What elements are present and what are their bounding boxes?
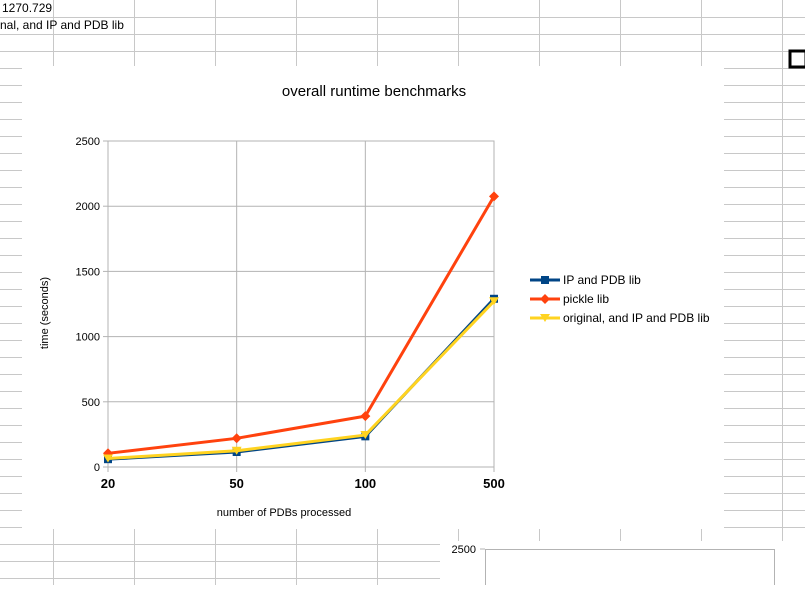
y-axis-label: time (seconds) — [39, 277, 51, 349]
data-point — [360, 411, 371, 422]
data-point — [103, 454, 113, 463]
second-chart-y-tick: 2500 — [452, 544, 476, 556]
legend-marker — [541, 276, 549, 284]
data-point — [231, 433, 242, 444]
x-axis-label: number of PDBs processed — [217, 507, 352, 519]
legend-item: pickle lib — [530, 292, 609, 306]
y-tick-label: 500 — [82, 397, 100, 409]
legend-label: IP and PDB lib — [563, 273, 641, 287]
legend-label: pickle lib — [563, 292, 609, 306]
data-point — [231, 446, 242, 455]
series-line — [107, 297, 496, 461]
x-tick-label: 20 — [101, 476, 115, 491]
x-tick-label: 500 — [483, 476, 505, 491]
second-chart-panel[interactable]: 2500 — [440, 541, 805, 590]
data-point — [489, 191, 499, 202]
legend-item: IP and PDB lib — [530, 273, 641, 287]
x-tick-label: 50 — [229, 476, 243, 491]
series-line — [107, 195, 496, 455]
y-tick-label: 2500 — [76, 136, 100, 148]
y-tick-label: 1000 — [76, 332, 100, 344]
legend-item: original, and IP and PDB lib — [530, 311, 710, 325]
legend-label: original, and IP and PDB lib — [563, 311, 710, 325]
y-tick-label: 2000 — [76, 201, 100, 213]
plot-area-border — [107, 140, 495, 468]
x-tick-label: 100 — [354, 476, 376, 491]
series-1 — [103, 191, 499, 459]
cell-cursor[interactable] — [788, 49, 805, 69]
y-tick-label: 1500 — [76, 266, 100, 278]
series-2 — [103, 297, 499, 463]
line-chart: overall runtime benchmarks time (seconds… — [39, 83, 710, 519]
series-line — [107, 300, 496, 461]
series-0 — [104, 294, 498, 464]
y-tick-label: 0 — [94, 462, 100, 474]
chart-title: overall runtime benchmarks — [282, 83, 466, 100]
gridlines — [107, 140, 495, 468]
data-point — [360, 431, 371, 440]
axes: 0 500 1000 1500 2000 2500 20 50 100 500 — [76, 136, 505, 491]
second-chart-plot-area — [485, 549, 775, 590]
legend-marker — [540, 314, 550, 322]
chart-panel[interactable]: overall runtime benchmarks time (seconds… — [22, 66, 724, 529]
cell-series-label[interactable]: nal, and IP and PDB lib — [0, 18, 124, 32]
series-layer — [103, 191, 499, 464]
legend-marker — [540, 294, 550, 304]
legend: IP and PDB lib pickle lib original, and IP… — [530, 273, 710, 325]
data-point — [489, 297, 499, 306]
cell-value[interactable]: 1270.729 — [2, 1, 53, 15]
